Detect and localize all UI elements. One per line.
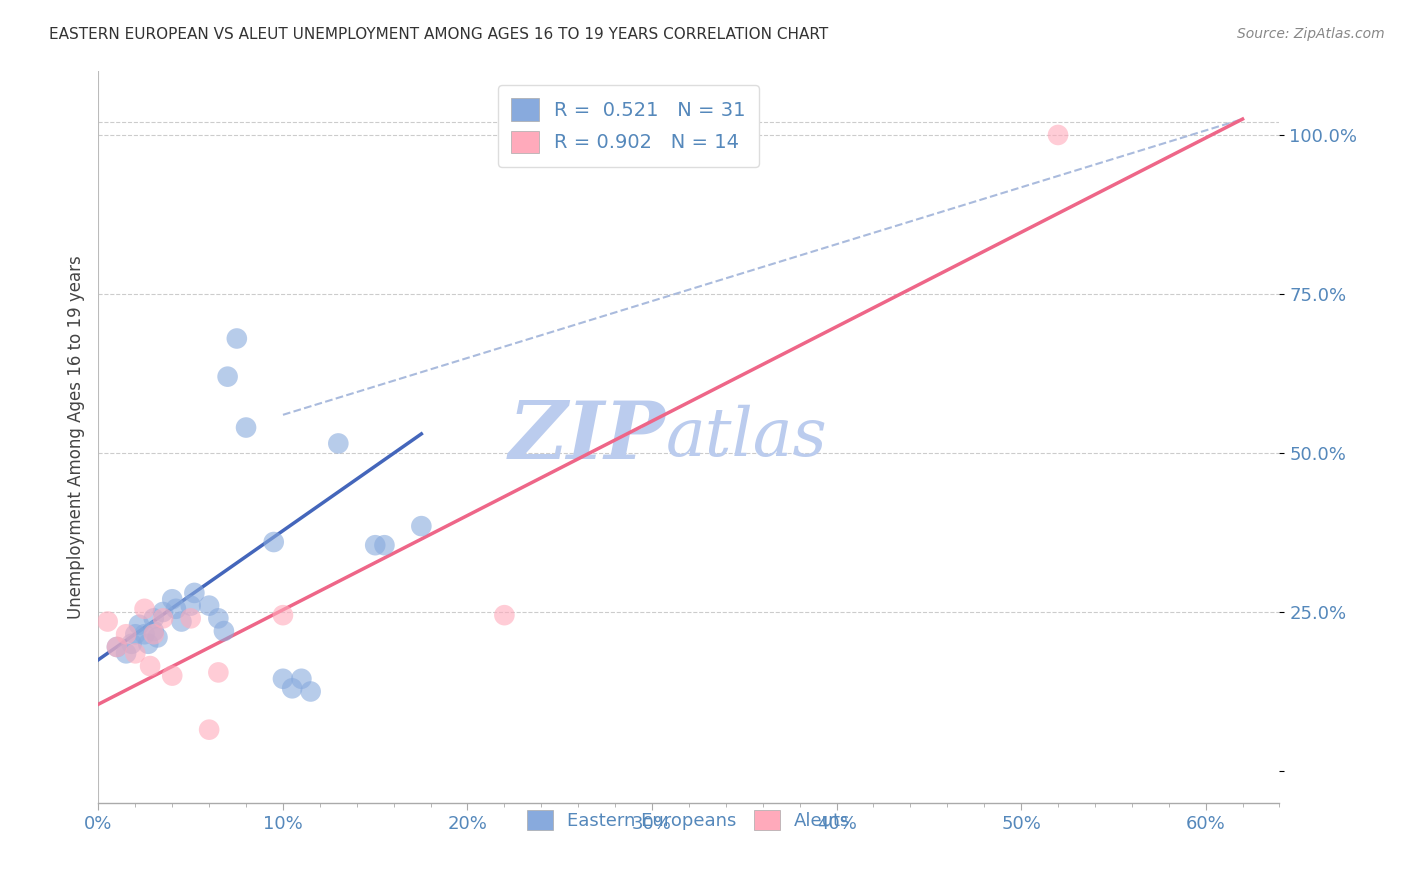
Point	[162, 592, 183, 607]
Point	[97, 615, 120, 629]
Point	[162, 668, 183, 682]
Point	[212, 624, 235, 638]
Legend: Eastern Europeans, Aleuts: Eastern Europeans, Aleuts	[520, 803, 858, 838]
Point	[105, 640, 128, 654]
Point	[165, 602, 187, 616]
Point	[183, 586, 205, 600]
Point	[364, 538, 387, 552]
Point	[1046, 128, 1070, 142]
Point	[271, 608, 294, 623]
Point	[281, 681, 304, 696]
Point	[121, 637, 143, 651]
Point	[494, 608, 516, 623]
Point	[142, 624, 165, 638]
Point	[263, 535, 285, 549]
Point	[152, 605, 174, 619]
Point	[105, 640, 128, 654]
Point	[328, 436, 350, 450]
Y-axis label: Unemployment Among Ages 16 to 19 years: Unemployment Among Ages 16 to 19 years	[66, 255, 84, 619]
Point	[136, 637, 159, 651]
Point	[290, 672, 312, 686]
Point	[170, 615, 193, 629]
Point	[235, 420, 257, 434]
Point	[142, 611, 165, 625]
Point	[207, 665, 229, 680]
Point	[180, 599, 202, 613]
Point	[198, 723, 221, 737]
Point	[139, 659, 162, 673]
Point	[115, 627, 138, 641]
Point	[124, 627, 146, 641]
Text: Source: ZipAtlas.com: Source: ZipAtlas.com	[1237, 27, 1385, 41]
Point	[134, 602, 156, 616]
Text: EASTERN EUROPEAN VS ALEUT UNEMPLOYMENT AMONG AGES 16 TO 19 YEARS CORRELATION CHA: EASTERN EUROPEAN VS ALEUT UNEMPLOYMENT A…	[49, 27, 828, 42]
Point	[146, 631, 169, 645]
Point	[124, 646, 146, 660]
Point	[128, 617, 150, 632]
Point	[207, 611, 229, 625]
Point	[142, 627, 165, 641]
Point	[115, 646, 138, 660]
Point	[217, 369, 239, 384]
Text: ZIP: ZIP	[509, 399, 665, 475]
Point	[411, 519, 433, 533]
Point	[152, 611, 174, 625]
Point	[198, 599, 221, 613]
Point	[271, 672, 294, 686]
Text: atlas: atlas	[665, 404, 827, 470]
Point	[299, 684, 322, 698]
Point	[373, 538, 395, 552]
Point	[225, 331, 247, 345]
Point	[180, 611, 202, 625]
Point	[134, 627, 156, 641]
